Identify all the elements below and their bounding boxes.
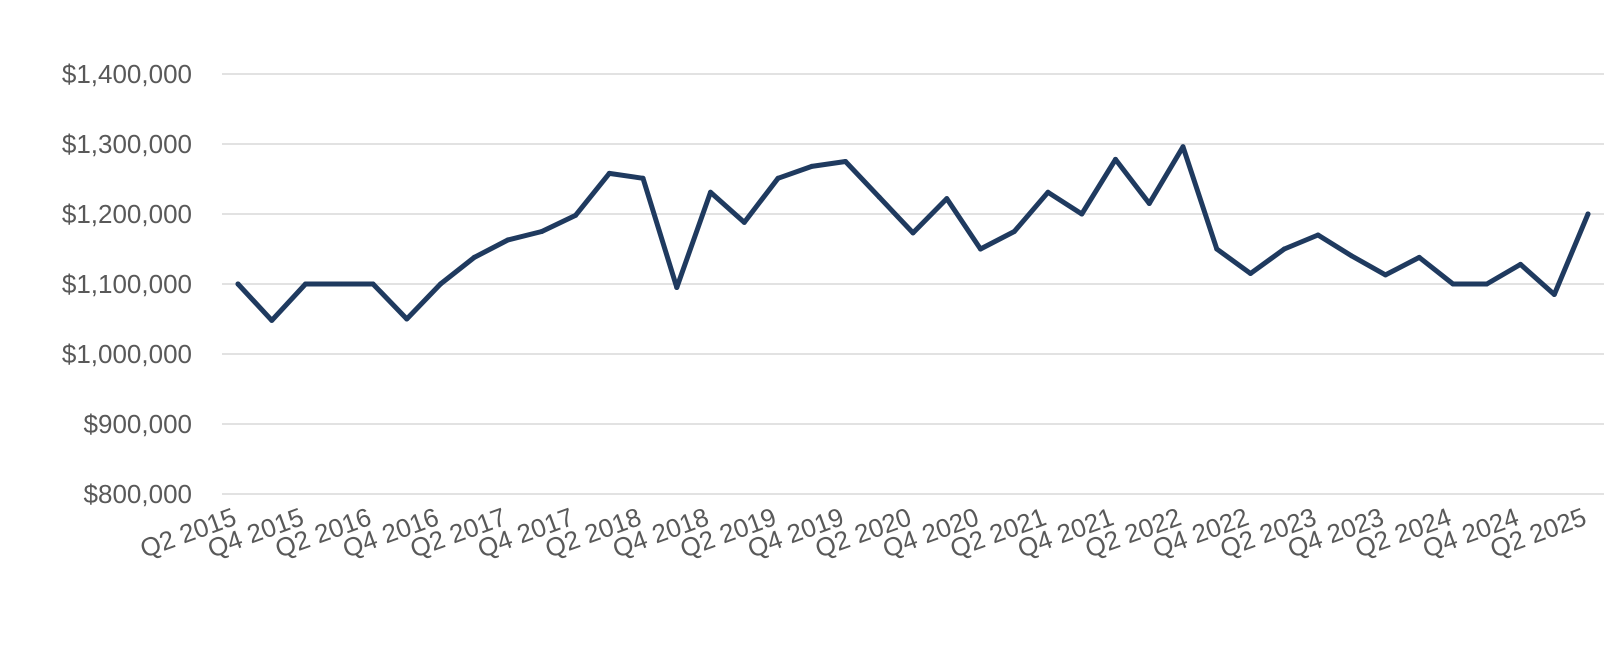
y-tick-label: $1,400,000 (62, 59, 192, 89)
data-point (1484, 281, 1490, 287)
data-point (539, 229, 545, 234)
data-point (1180, 144, 1186, 150)
data-point (1518, 261, 1523, 267)
data-point (1045, 189, 1051, 195)
gridlines (222, 73, 1604, 495)
data-point (1585, 211, 1591, 217)
data-point (404, 316, 410, 322)
data-point (640, 175, 646, 181)
data-point (1315, 232, 1321, 238)
data-point (1349, 253, 1355, 259)
y-tick-label: $1,200,000 (62, 199, 192, 229)
data-point (1450, 281, 1456, 287)
data-point (235, 281, 241, 287)
data-point (1551, 292, 1557, 297)
data-point (910, 230, 916, 236)
data-point (505, 237, 511, 243)
data-point (978, 246, 983, 252)
data-point (1113, 156, 1118, 162)
y-axis-tick-labels: $800,000 $900,000 $1,000,000 $1,100,000 $1,2… (62, 59, 192, 509)
data-point (438, 281, 443, 287)
data-point (471, 254, 477, 260)
data-point (1383, 272, 1388, 278)
data-point (809, 163, 815, 169)
series-layer (235, 144, 1591, 323)
y-tick-label: $1,000,000 (62, 339, 192, 369)
data-point (674, 285, 680, 290)
y-tick-label: $900,000 (84, 409, 192, 439)
data-point (876, 194, 882, 200)
data-point (775, 175, 781, 181)
data-point (269, 317, 275, 323)
data-point (1146, 201, 1152, 206)
data-point (741, 219, 747, 225)
data-point (1011, 229, 1017, 234)
data-point (843, 159, 848, 164)
data-point (708, 189, 713, 195)
data-point (1079, 211, 1085, 217)
data-point (1214, 246, 1220, 252)
y-tick-label: $800,000 (84, 479, 192, 509)
data-point (303, 281, 308, 287)
data-point (1281, 246, 1287, 252)
data-point (573, 212, 578, 218)
data-point (944, 196, 950, 202)
y-tick-label: $1,300,000 (62, 129, 192, 159)
data-point (1416, 254, 1422, 260)
data-point (370, 281, 376, 287)
data-point (1248, 271, 1253, 276)
data-point (606, 170, 612, 176)
data-point (336, 281, 342, 287)
y-tick-label: $1,100,000 (62, 269, 192, 299)
